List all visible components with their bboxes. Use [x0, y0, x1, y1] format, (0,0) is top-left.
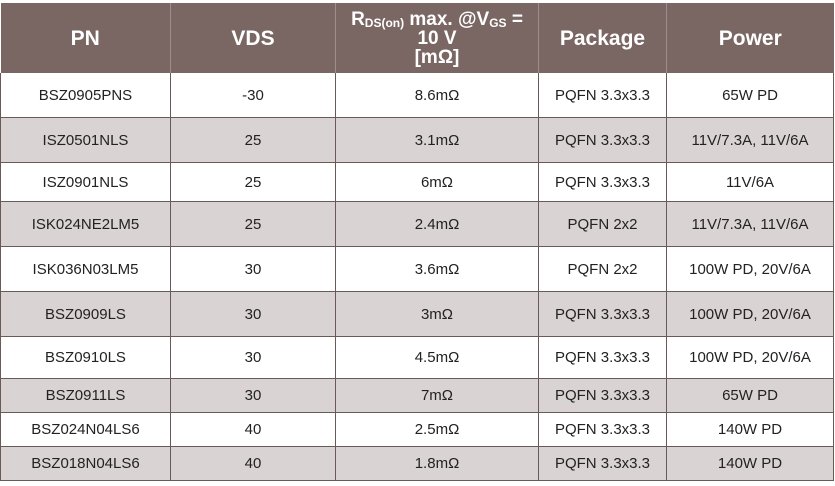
header-rds-line2: 10 V: [417, 27, 457, 49]
header-rds-mid: max. @V: [404, 8, 490, 30]
cell-vds: 25: [170, 201, 336, 247]
cell-package: PQFN 3.3x3.3: [538, 336, 667, 379]
cell-power: 65W PD: [666, 73, 834, 118]
cell-rds: 1.8mΩ: [335, 446, 539, 481]
table-header-row: PN VDS RDS(on) max. @VGS = 10 V [mΩ] Pac…: [0, 3, 834, 73]
cell-power: 140W PD: [666, 412, 834, 447]
header-rds-sub-on: DS(on): [364, 15, 405, 30]
cell-package: PQFN 3.3x3.3: [538, 162, 667, 202]
cell-vds: 25: [170, 117, 336, 163]
cell-rds: 4.5mΩ: [335, 336, 539, 379]
cell-rds: 8.6mΩ: [335, 73, 539, 118]
cell-pn: BSZ024N04LS6: [0, 412, 171, 447]
table-row: ISK024NE2LM5 25 2.4mΩ PQFN 2x2 11V/7.3A,…: [0, 201, 834, 247]
cell-vds: 30: [170, 336, 336, 379]
cell-pn: BSZ0909LS: [0, 291, 171, 337]
cell-rds: 3.6mΩ: [335, 246, 539, 292]
cell-power: 11V/7.3A, 11V/6A: [666, 201, 834, 247]
cell-package: PQFN 2x2: [538, 246, 667, 292]
cell-power: 65W PD: [666, 378, 834, 413]
cell-package: PQFN 3.3x3.3: [538, 117, 667, 163]
cell-package: PQFN 3.3x3.3: [538, 378, 667, 413]
header-rds-line3: [mΩ]: [414, 46, 460, 68]
cell-pn: ISZ0901NLS: [0, 162, 171, 202]
table-row: BSZ018N04LS6 40 1.8mΩ PQFN 3.3x3.3 140W …: [0, 446, 834, 481]
header-rds-r: R: [351, 8, 365, 30]
cell-rds: 3.1mΩ: [335, 117, 539, 163]
cell-rds: 6mΩ: [335, 162, 539, 202]
cell-vds: -30: [170, 73, 336, 118]
cell-vds: 30: [170, 291, 336, 337]
table-row: BSZ0909LS 30 3mΩ PQFN 3.3x3.3 100W PD, 2…: [0, 291, 834, 337]
header-vds: VDS: [170, 3, 336, 73]
cell-pn: ISZ0501NLS: [0, 117, 171, 163]
cell-pn: BSZ0905PNS: [0, 73, 171, 118]
header-pn: PN: [0, 3, 171, 73]
cell-pn: BSZ0911LS: [0, 378, 171, 413]
cell-power: 100W PD, 20V/6A: [666, 246, 834, 292]
table-row: BSZ0905PNS -30 8.6mΩ PQFN 3.3x3.3 65W PD: [0, 73, 834, 118]
cell-package: PQFN 2x2: [538, 201, 667, 247]
cell-vds: 30: [170, 246, 336, 292]
mosfet-table-container: PN VDS RDS(on) max. @VGS = 10 V [mΩ] Pac…: [0, 3, 834, 481]
cell-vds: 30: [170, 378, 336, 413]
table-row: BSZ0911LS 30 7mΩ PQFN 3.3x3.3 65W PD: [0, 378, 834, 413]
cell-rds: 2.4mΩ: [335, 201, 539, 247]
cell-pn: BSZ018N04LS6: [0, 446, 171, 481]
header-rds-on: RDS(on) max. @VGS = 10 V [mΩ]: [335, 3, 539, 73]
cell-power: 100W PD, 20V/6A: [666, 291, 834, 337]
header-rds-tail: =: [506, 8, 523, 30]
cell-power: 100W PD, 20V/6A: [666, 336, 834, 379]
header-power: Power: [666, 3, 834, 73]
cell-vds: 25: [170, 162, 336, 202]
table-row: ISZ0501NLS 25 3.1mΩ PQFN 3.3x3.3 11V/7.3…: [0, 117, 834, 163]
cell-package: PQFN 3.3x3.3: [538, 446, 667, 481]
cell-vds: 40: [170, 412, 336, 447]
cell-package: PQFN 3.3x3.3: [538, 412, 667, 447]
cell-pn: ISK036N03LM5: [0, 246, 171, 292]
cell-package: PQFN 3.3x3.3: [538, 73, 667, 118]
cell-package: PQFN 3.3x3.3: [538, 291, 667, 337]
cell-pn: BSZ0910LS: [0, 336, 171, 379]
cell-power: 140W PD: [666, 446, 834, 481]
table-row: ISK036N03LM5 30 3.6mΩ PQFN 2x2 100W PD, …: [0, 246, 834, 292]
cell-power: 11V/6A: [666, 162, 834, 202]
cell-vds: 40: [170, 446, 336, 481]
mosfet-spec-table: PN VDS RDS(on) max. @VGS = 10 V [mΩ] Pac…: [0, 3, 834, 481]
cell-pn: ISK024NE2LM5: [0, 201, 171, 247]
header-rds-sub-gs: GS: [489, 15, 507, 30]
table-row: BSZ024N04LS6 40 2.5mΩ PQFN 3.3x3.3 140W …: [0, 412, 834, 447]
cell-rds: 2.5mΩ: [335, 412, 539, 447]
table-row: ISZ0901NLS 25 6mΩ PQFN 3.3x3.3 11V/6A: [0, 162, 834, 202]
cell-rds: 7mΩ: [335, 378, 539, 413]
header-package: Package: [538, 3, 667, 73]
table-row: BSZ0910LS 30 4.5mΩ PQFN 3.3x3.3 100W PD,…: [0, 336, 834, 379]
cell-rds: 3mΩ: [335, 291, 539, 337]
cell-power: 11V/7.3A, 11V/6A: [666, 117, 834, 163]
